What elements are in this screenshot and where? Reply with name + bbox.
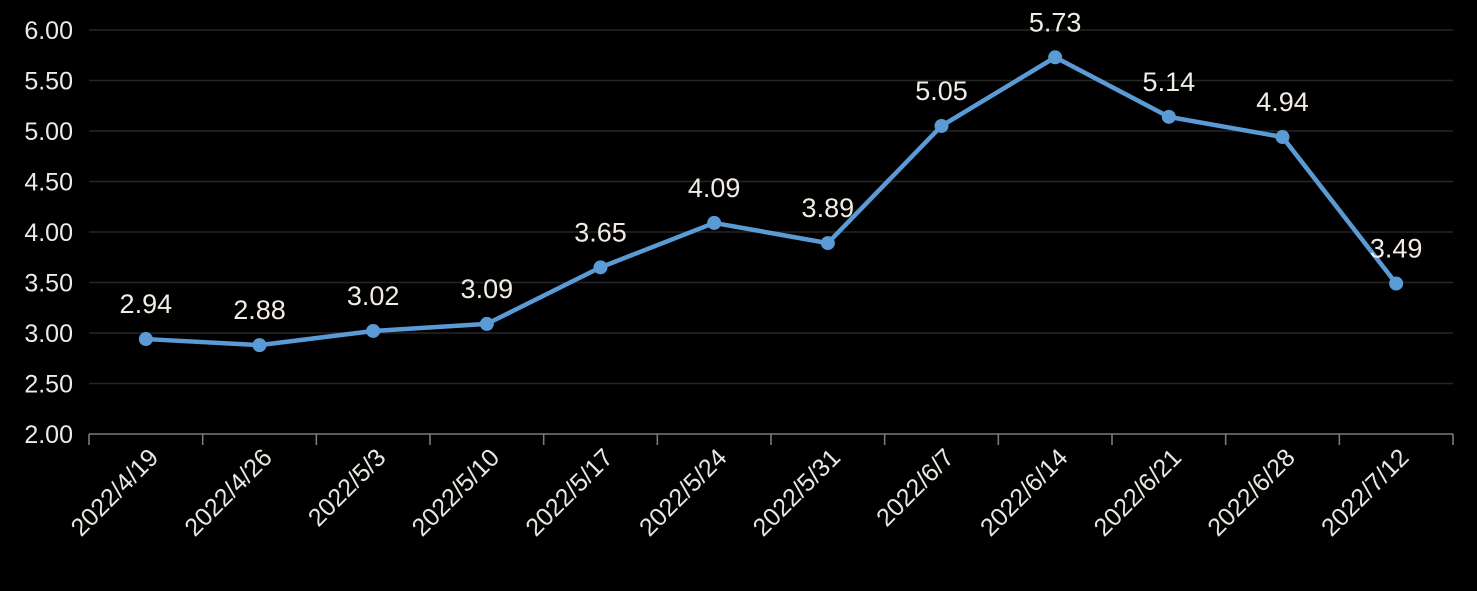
data-point-label: 3.65 [574, 217, 627, 247]
data-point-marker [707, 215, 722, 230]
data-point-marker [1275, 130, 1290, 145]
data-point-marker [252, 338, 267, 353]
x-axis-tick-label: 2022/6/7 [871, 443, 960, 532]
y-axis-tick-label: 5.00 [24, 118, 73, 146]
data-point-label: 2.88 [233, 295, 286, 325]
y-axis-tick-label: 3.50 [24, 270, 73, 298]
y-axis-tick-label: 3.00 [24, 320, 73, 348]
x-axis-tick-label: 2022/5/31 [748, 443, 846, 541]
data-point-marker [820, 236, 835, 251]
x-axis-tick-label: 2022/7/12 [1316, 443, 1414, 541]
data-point-marker [1048, 50, 1063, 65]
data-point-marker [934, 118, 949, 133]
data-point-label: 3.49 [1370, 234, 1423, 264]
x-axis-tick-label: 2022/5/17 [520, 443, 618, 541]
data-point-label: 3.02 [347, 281, 400, 311]
x-axis-tick-label: 2022/5/3 [303, 443, 392, 532]
x-axis-tick-label: 2022/4/19 [66, 443, 164, 541]
x-axis-tick-label: 2022/6/21 [1089, 443, 1187, 541]
y-axis-tick-label: 6.00 [24, 17, 73, 45]
series-line [143, 55, 1399, 348]
data-point-marker [138, 332, 153, 347]
data-point-label: 2.94 [120, 289, 173, 319]
data-point-marker [479, 316, 494, 331]
data-point-label: 4.09 [688, 173, 741, 203]
y-axis-tick-label: 4.50 [24, 169, 73, 197]
x-axis-tick-label: 2022/4/26 [179, 443, 277, 541]
data-point-marker [1161, 109, 1176, 124]
x-axis-tick-label: 2022/6/14 [975, 443, 1074, 542]
data-point-label: 5.05 [915, 76, 968, 106]
y-axis-tick-label: 4.00 [24, 219, 73, 247]
y-axis-tick-label: 2.00 [24, 421, 73, 449]
x-axis-tick-label: 2022/6/28 [1202, 443, 1300, 541]
data-point-label: 3.09 [461, 274, 514, 304]
data-point-marker [1389, 276, 1404, 291]
x-axis-tick-label: 2022/5/24 [634, 443, 733, 542]
data-point-marker [366, 323, 381, 338]
data-point-label: 3.89 [802, 193, 855, 223]
data-point-label: 4.94 [1256, 87, 1309, 117]
data-point-label: 5.73 [1029, 7, 1082, 37]
y-axis-tick-label: 2.50 [24, 371, 73, 399]
data-point-label: 5.14 [1143, 67, 1196, 97]
y-axis-tick-label: 5.50 [24, 68, 73, 96]
x-axis-tick-label: 2022/5/10 [407, 443, 505, 541]
data-point-marker [593, 260, 608, 275]
